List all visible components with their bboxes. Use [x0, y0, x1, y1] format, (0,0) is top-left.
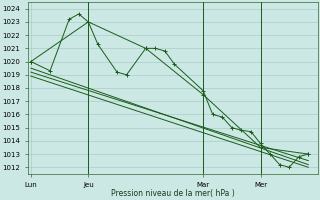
X-axis label: Pression niveau de la mer( hPa ): Pression niveau de la mer( hPa ) — [111, 189, 235, 198]
